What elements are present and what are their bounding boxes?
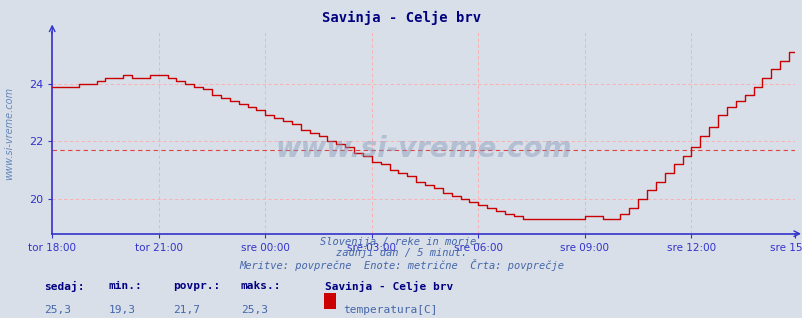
Text: zadnji dan / 5 minut.: zadnji dan / 5 minut.: [335, 248, 467, 258]
Text: Slovenija / reke in morje.: Slovenija / reke in morje.: [320, 237, 482, 247]
Text: min.:: min.:: [108, 281, 142, 291]
Text: Savinja - Celje brv: Savinja - Celje brv: [322, 11, 480, 25]
Text: 25,3: 25,3: [44, 305, 71, 315]
Text: 25,3: 25,3: [241, 305, 268, 315]
Text: Meritve: povprečne  Enote: metrične  Črta: povprečje: Meritve: povprečne Enote: metrične Črta:…: [239, 259, 563, 271]
Text: temperatura[C]: temperatura[C]: [343, 305, 438, 315]
Text: maks.:: maks.:: [241, 281, 281, 291]
Text: Savinja - Celje brv: Savinja - Celje brv: [325, 281, 453, 293]
Text: povpr.:: povpr.:: [172, 281, 220, 291]
Text: sedaj:: sedaj:: [44, 281, 84, 293]
Text: 21,7: 21,7: [172, 305, 200, 315]
Text: 19,3: 19,3: [108, 305, 136, 315]
Text: www.si-vreme.com: www.si-vreme.com: [275, 135, 571, 163]
Text: www.si-vreme.com: www.si-vreme.com: [5, 87, 14, 180]
